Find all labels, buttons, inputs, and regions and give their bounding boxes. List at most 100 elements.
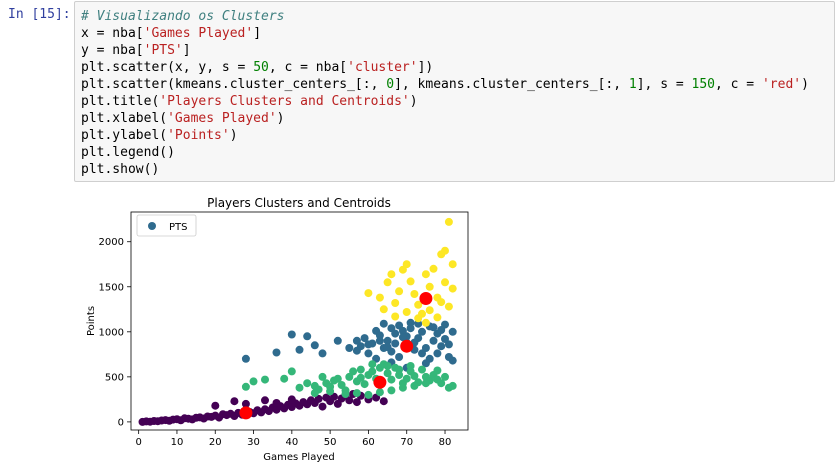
data-point	[375, 293, 384, 302]
data-point	[295, 345, 304, 354]
data-point	[383, 362, 392, 370]
data-point	[391, 312, 400, 321]
data-point	[433, 366, 442, 375]
x-tick-label: 60	[362, 437, 375, 448]
code-token: )	[409, 94, 418, 109]
data-point	[391, 299, 400, 307]
data-point	[314, 394, 323, 403]
data-point	[241, 354, 250, 363]
data-point	[418, 365, 426, 374]
data-point	[391, 339, 400, 348]
axes: 0 10 20 30 40 50 60 70 80 0 500 1000 1500 2000	[99, 237, 452, 448]
data-point	[383, 369, 392, 378]
code-line: # Visualizando os Clusters	[81, 8, 809, 25]
data-point	[414, 334, 423, 343]
code-token: plt.xlabel(	[81, 111, 168, 126]
x-tick-label: 50	[324, 437, 337, 448]
data-point	[333, 336, 342, 345]
data-point	[391, 329, 400, 338]
code-token: 50	[253, 60, 269, 75]
code-token: 0	[386, 77, 395, 92]
code-token: ], s =	[636, 77, 692, 92]
y-tick-label: 1000	[99, 327, 124, 338]
centroid-point	[400, 339, 414, 353]
code-token: , c =	[715, 77, 762, 92]
plot-marks	[138, 217, 457, 426]
legend-label: PTS	[169, 222, 188, 233]
data-point	[437, 326, 446, 334]
data-point	[310, 341, 319, 350]
code-token: ])	[417, 60, 434, 75]
legend-box	[136, 214, 197, 237]
data-point	[287, 330, 296, 339]
code-token: plt.title(	[81, 94, 160, 109]
cell-prompt: In [15]:	[8, 7, 71, 22]
data-point	[379, 397, 388, 406]
legend: PTS	[136, 214, 197, 237]
data-point	[383, 278, 392, 287]
data-point	[211, 401, 220, 410]
data-point	[448, 284, 457, 293]
code-token: )	[801, 77, 809, 92]
data-point	[287, 395, 296, 404]
data-point	[421, 270, 430, 279]
y-axis-label: Points	[86, 306, 97, 336]
data-point	[398, 383, 407, 392]
code-token: 150	[691, 77, 715, 92]
code-line: plt.scatter(kmeans.cluster_centers_[:, 0…	[81, 76, 809, 93]
data-point	[318, 349, 327, 358]
data-point	[333, 374, 342, 383]
data-point	[433, 313, 442, 322]
data-point	[421, 318, 430, 327]
y-tick-label: 500	[105, 372, 124, 383]
data-point	[437, 298, 446, 307]
data-point	[421, 379, 430, 388]
y-tick-label: 2000	[99, 237, 124, 248]
data-point	[444, 217, 453, 226]
data-point	[448, 356, 457, 365]
data-point	[425, 282, 434, 291]
data-point	[345, 344, 354, 352]
data-point	[448, 381, 457, 390]
code-token: 'PTS'	[143, 43, 183, 58]
code-token: plt.ylabel(	[81, 128, 168, 143]
data-point	[444, 302, 453, 311]
data-point	[418, 349, 426, 358]
y-tick-label: 1500	[99, 282, 124, 293]
data-point	[364, 349, 373, 358]
data-point	[402, 374, 411, 383]
data-point	[441, 246, 449, 255]
code-line: y = nba['PTS']	[81, 42, 809, 59]
data-point	[410, 290, 419, 298]
code-token: y = nba[	[81, 43, 144, 58]
centroid-point	[419, 292, 433, 305]
data-point	[414, 300, 423, 309]
code-line: plt.ylabel('Points')	[81, 127, 809, 144]
code-token: plt.scatter(kmeans.cluster_centers_[:,	[81, 77, 387, 92]
data-point	[261, 396, 269, 405]
data-point	[368, 367, 377, 376]
data-point	[383, 336, 392, 345]
data-point	[410, 381, 419, 390]
data-point	[364, 390, 373, 399]
code-token: x = nba[	[81, 26, 144, 41]
code-token: 1	[628, 77, 637, 92]
data-point	[368, 360, 377, 369]
data-point	[441, 372, 449, 381]
x-tick-label: 0	[135, 437, 141, 448]
code-token: )	[276, 111, 285, 126]
data-point	[241, 382, 250, 391]
data-point	[387, 375, 396, 384]
data-point	[425, 306, 434, 315]
data-point	[249, 377, 258, 386]
data-point	[402, 260, 411, 269]
code-token: 'Players Clusters and Centroids'	[159, 94, 410, 109]
data-point	[429, 323, 438, 332]
data-point	[375, 388, 384, 397]
code-editor[interactable]: # Visualizando os Clusters x = nba['Games…	[81, 8, 809, 178]
data-point	[398, 333, 407, 342]
centroid-point	[373, 375, 387, 389]
code-cell[interactable]: # Visualizando os Clusters x = nba['Games…	[74, 1, 835, 182]
data-point	[418, 327, 426, 336]
data-point	[444, 340, 453, 349]
